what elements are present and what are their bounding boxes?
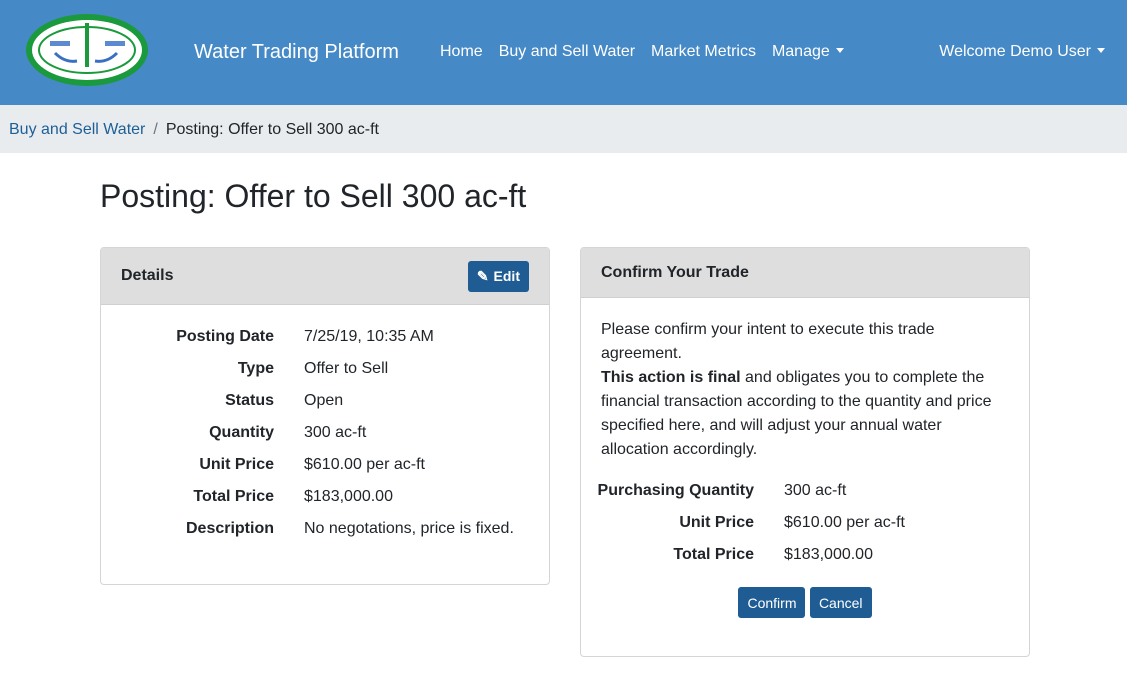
row-value: 7/25/19, 10:35 AM xyxy=(304,328,434,345)
row-value: Offer to Sell xyxy=(304,360,389,377)
row-label: Purchasing Quantity xyxy=(597,482,754,499)
detail-row: Description No negotations, price is fixe… xyxy=(101,513,549,545)
welcome-label: Welcome Demo User xyxy=(939,43,1091,60)
details-card: Details ✎ Edit Posting Date 7/25/19, 10:35… xyxy=(100,247,550,585)
detail-row: Purchasing Quantity 300 ac-ft xyxy=(581,479,1029,503)
row-value: No negotations, price is fixed. xyxy=(304,520,514,537)
row-label: Total Price xyxy=(673,546,754,563)
breadcrumb-current: Posting: Offer to Sell 300 ac-ft xyxy=(165,121,379,138)
confirm-header: Confirm Your Trade xyxy=(601,263,749,281)
confirm-button[interactable]: Confirm xyxy=(738,587,806,618)
row-value: 300 ac-ft xyxy=(304,424,367,441)
detail-row: Unit Price $610.00 per ac-ft xyxy=(581,511,1029,535)
nav-home[interactable]: Home xyxy=(440,43,483,60)
nav-buy-sell[interactable]: Buy and Sell Water xyxy=(498,43,636,60)
detail-row: Total Price $183,000.00 xyxy=(581,543,1029,567)
page-title: Posting: Offer to Sell 300 ac-ft xyxy=(100,178,527,214)
nav-manage[interactable]: Manage xyxy=(772,43,844,61)
row-label: Type xyxy=(237,360,274,377)
detail-row: Unit Price $610.00 per ac-ft xyxy=(101,449,549,481)
row-label: Unit Price xyxy=(199,456,274,473)
navbar: Water Trading Platform Home Buy and Sell… xyxy=(0,0,1127,105)
detail-row: Type Offer to Sell xyxy=(101,353,549,385)
row-label: Total Price xyxy=(193,488,274,505)
row-value: $183,000.00 xyxy=(784,546,873,563)
row-value: $610.00 per ac-ft xyxy=(784,514,905,531)
row-value: $610.00 per ac-ft xyxy=(304,456,425,473)
confirm-text-1: Please confirm your intent to execute th… xyxy=(601,321,935,362)
edit-icon: ✎ xyxy=(476,267,489,284)
detail-row: Status Open xyxy=(101,385,549,417)
user-menu[interactable]: Welcome Demo User xyxy=(939,43,1105,61)
row-value: Open xyxy=(304,392,344,409)
details-header: Details xyxy=(121,267,174,284)
detail-row: Total Price $183,000.00 xyxy=(101,481,549,513)
brand-title[interactable]: Water Trading Platform xyxy=(194,41,399,63)
detail-row: Posting Date 7/25/19, 10:35 AM xyxy=(101,321,549,353)
row-value: 300 ac-ft xyxy=(784,482,847,499)
row-value: $183,000.00 xyxy=(304,488,393,505)
detail-row: Quantity 300 ac-ft xyxy=(101,417,549,449)
row-label: Quantity xyxy=(209,424,274,441)
confirm-text-2: and obligates you to complete the financ… xyxy=(601,369,992,458)
nav-manage-label: Manage xyxy=(771,43,830,60)
confirm-card: Confirm Your Trade Please confirm your i… xyxy=(580,247,1030,657)
cancel-button[interactable]: Cancel xyxy=(809,587,872,618)
breadcrumb: Buy and Sell Water / Posting: Offer to Sel… xyxy=(0,105,1127,153)
edit-label: Edit xyxy=(493,268,520,284)
caret-down-icon xyxy=(1097,48,1105,53)
edit-button[interactable]: ✎ Edit xyxy=(467,260,529,292)
breadcrumb-separator: / xyxy=(153,121,158,138)
row-label: Unit Price xyxy=(679,514,754,531)
breadcrumb-parent[interactable]: Buy and Sell Water xyxy=(9,121,146,138)
district-logo[interactable] xyxy=(25,13,149,87)
caret-down-icon xyxy=(835,48,844,53)
row-label: Posting Date xyxy=(176,328,274,345)
row-label: Description xyxy=(185,520,274,537)
nav-market-metrics[interactable]: Market Metrics xyxy=(651,43,756,60)
confirm-message: Please confirm your intent to execute th… xyxy=(581,298,1029,462)
row-label: Status xyxy=(225,392,274,409)
confirm-text-bold: This action is final xyxy=(601,369,741,386)
